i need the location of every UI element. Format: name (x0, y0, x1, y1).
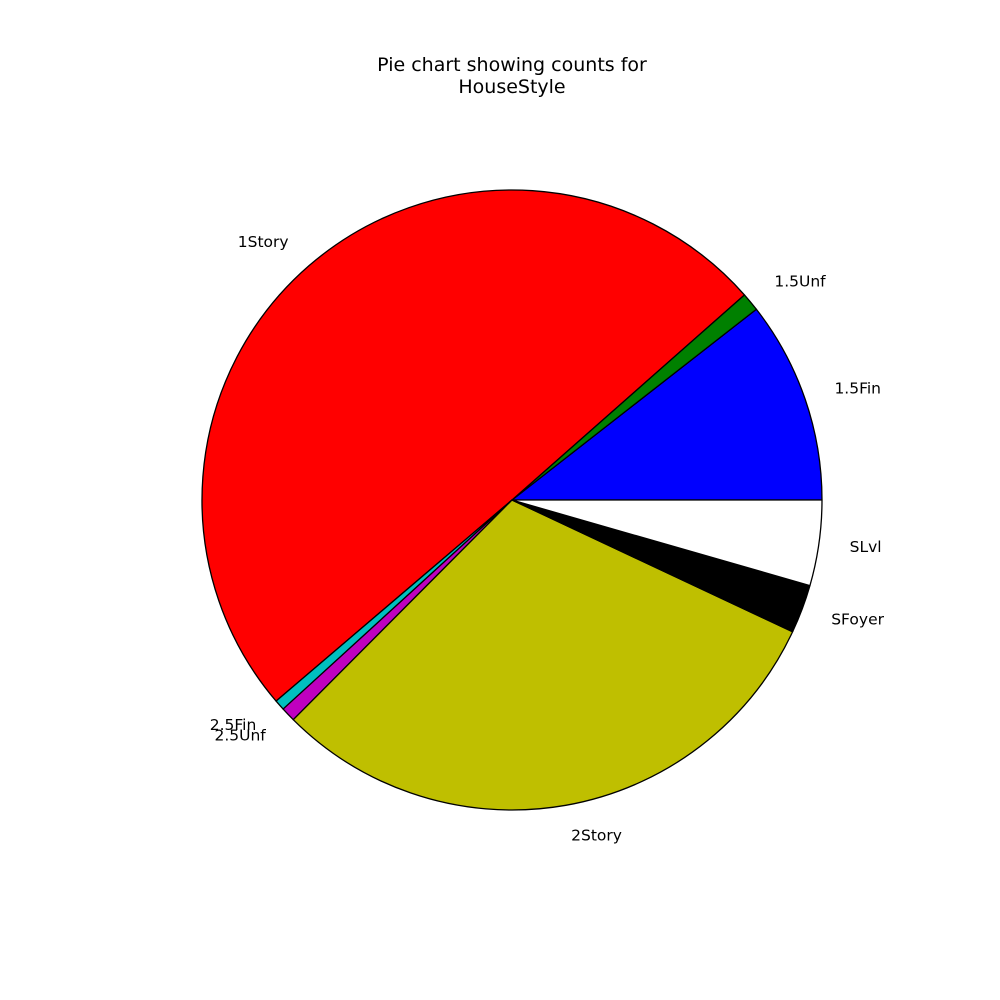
pie-label-1story: 1Story (238, 233, 289, 251)
pie-slice-1-5fin (511, 308, 823, 501)
pie-slice-1story (201, 189, 746, 702)
pie-label-2story: 2Story (571, 826, 622, 844)
pie-slice-slvl (511, 499, 823, 587)
pie-label-sfoyer: SFoyer (831, 610, 884, 628)
chart-title: Pie chart showing counts for HouseStyle (377, 54, 647, 98)
pie-slice-2story (292, 499, 794, 811)
chart-title-line-1: Pie chart showing counts for (377, 54, 647, 76)
chart-title-line-2: HouseStyle (458, 76, 565, 98)
pie-label-1-5fin: 1.5Fin (834, 380, 881, 398)
pie-label-2-5unf: 2.5Unf (214, 726, 266, 744)
pie-label-2-5fin: 2.5Fin (210, 716, 257, 734)
pie-slices (201, 189, 823, 811)
pie-label-1-5unf: 1.5Unf (774, 273, 826, 291)
pie-label-slvl: SLvl (850, 538, 882, 556)
